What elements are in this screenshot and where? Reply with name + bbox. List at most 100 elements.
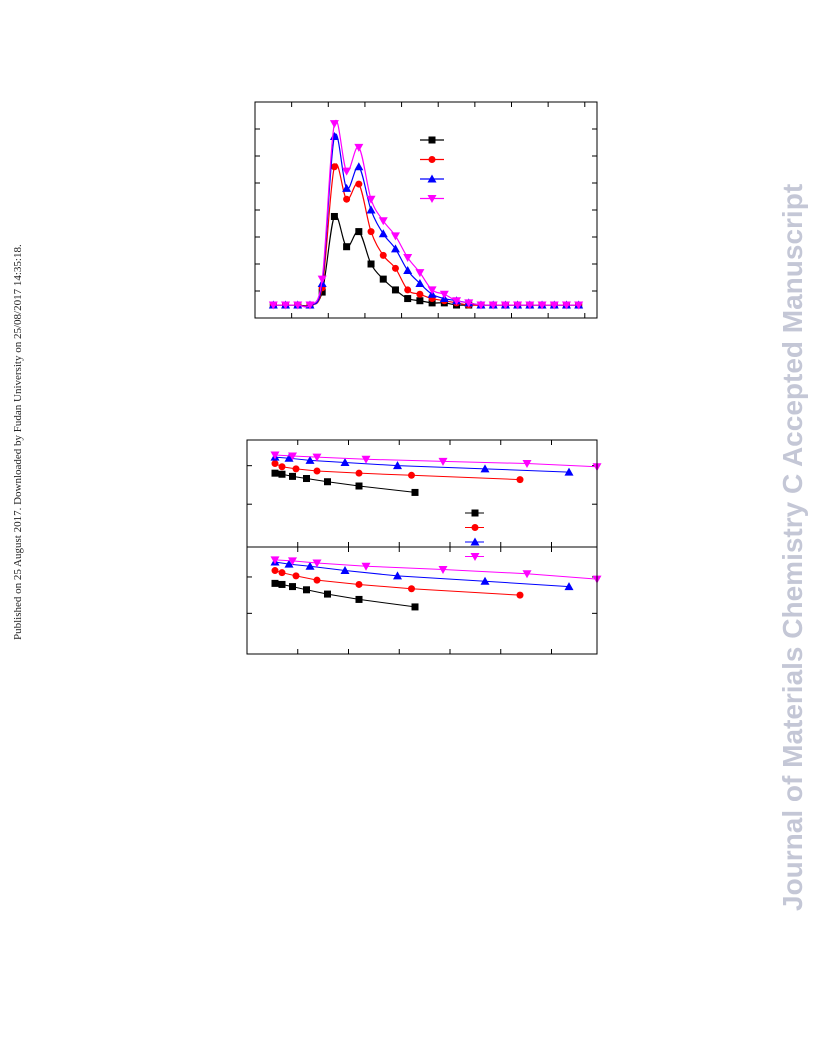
- chart3-series-3-point: [393, 571, 402, 580]
- chart3-series-4-point: [522, 570, 532, 579]
- chart-log-upper: [246, 439, 602, 561]
- chart1-series-4-point: [488, 301, 498, 310]
- chart1-series-1-point: [330, 212, 338, 220]
- chart3-series-4-point: [270, 556, 280, 565]
- chart2-series-2-point: [313, 467, 321, 475]
- chart2-series-2-point: [408, 471, 415, 479]
- log-panels-legend: [465, 509, 484, 561]
- chart2-series-1-point: [411, 488, 419, 496]
- chart2-series-3-point: [564, 467, 574, 476]
- chart1-series-1-point: [379, 275, 387, 283]
- chart1-series-1-point: [391, 286, 399, 294]
- chart3-series-1-point: [303, 586, 310, 594]
- chart1-series-4-point: [549, 301, 559, 310]
- log-legend-marker-2: [471, 524, 479, 531]
- chart2-series-2-point: [292, 465, 300, 473]
- chart1-series-4-point: [268, 301, 278, 310]
- chart1-series-3-point: [378, 229, 388, 238]
- chart2-series-3-point: [305, 455, 315, 464]
- log-panels-frame: [246, 439, 598, 655]
- chart2-series-4-point: [270, 451, 280, 460]
- chart1-series-4-point: [574, 301, 584, 310]
- chart1-series-4-point: [378, 217, 388, 226]
- chart1-legend-marker-2: [428, 156, 436, 163]
- chart1-series-1-point: [416, 297, 424, 305]
- chart2-series-2-point: [271, 460, 279, 468]
- chart2-series-4-point: [522, 460, 532, 469]
- chart1-series-2-point: [391, 264, 399, 272]
- chart1-series-3-point: [390, 244, 400, 253]
- chart2-series-4-point: [288, 452, 297, 461]
- chart3-series-2-point: [408, 585, 415, 593]
- chart1-series-4-point: [439, 290, 449, 299]
- chart1-series-3-point: [403, 265, 413, 274]
- chart1-series-2-point: [355, 180, 363, 188]
- chart1-frame: [254, 101, 598, 319]
- chart1-legend-marker-3: [427, 174, 437, 183]
- chart1-series-2-point: [330, 163, 338, 171]
- chart1-series-3-point: [342, 183, 352, 192]
- chart1-series-4-line: [273, 119, 579, 308]
- chart3-series-1-point: [289, 583, 296, 591]
- chart2-series-1-point: [303, 475, 310, 483]
- chart-log-lower: [246, 546, 602, 655]
- chart1-series-1-point: [404, 295, 412, 303]
- chart1-series-4-point: [476, 301, 486, 310]
- chart3-series-2-point: [516, 591, 524, 599]
- chart3-series-3-point: [305, 561, 315, 570]
- chart2-series-4-point: [361, 455, 371, 464]
- chart1-series-4-point: [390, 232, 400, 241]
- chart3-series-4-point: [288, 557, 297, 566]
- chart1-series-4-point: [366, 195, 376, 204]
- chart1-series-4-point: [415, 269, 425, 278]
- log-legend-marker-3: [470, 537, 480, 546]
- chart1-legend: [420, 136, 444, 203]
- chart1-series-3-point: [366, 205, 376, 214]
- chart3-series-1-point: [271, 579, 279, 587]
- chart1-series-4-point: [329, 120, 339, 129]
- chart3-series-4-line: [274, 559, 598, 580]
- chart2-series-1-point: [271, 469, 279, 477]
- log-legend-marker-1: [471, 509, 479, 517]
- chart2-series-1-point: [289, 472, 296, 480]
- chart1-series-4-point: [464, 299, 474, 308]
- chart3-series-1-point: [324, 590, 331, 598]
- chart1-series-2-point: [416, 290, 424, 298]
- chart1-series-4-point: [500, 301, 510, 310]
- chart3-series-1-point: [411, 603, 419, 611]
- chart3-series-2-point: [271, 567, 279, 575]
- log-legend-marker-4: [470, 553, 480, 561]
- chart1-series-1-point: [355, 228, 363, 236]
- chart1-legend-marker-4: [427, 195, 437, 203]
- chart3-series-4-point: [361, 562, 371, 571]
- chart1-series-4-point: [281, 301, 291, 310]
- chart3-frame: [246, 546, 598, 655]
- chart3-series-3-point: [564, 582, 574, 591]
- chart2-series-2-point: [278, 463, 286, 471]
- chart1-series-1-point: [367, 260, 375, 268]
- chart1-series-4-point: [317, 275, 327, 284]
- chart1-series-4-point: [403, 254, 413, 263]
- chart1-series-4-point: [354, 143, 364, 152]
- chart2-series-3-point: [340, 457, 350, 466]
- chart2-series-2-point: [516, 476, 524, 484]
- chart2-series-3-point: [480, 464, 490, 473]
- chart1-legend-marker-1: [428, 136, 436, 144]
- chart3-series-1-point: [355, 595, 363, 603]
- chart2-series-4-point: [438, 457, 448, 466]
- chart3-series-4-point: [438, 565, 448, 574]
- chart3-series-3-point: [284, 559, 294, 568]
- chart1-series-4-point: [513, 301, 523, 310]
- chart1-series-4-point: [537, 301, 547, 310]
- chart3-series-3-point: [340, 566, 350, 575]
- chart2-series-3-point: [284, 453, 294, 462]
- chart3-series-4-point: [312, 559, 322, 568]
- chart1-series-3-point: [354, 162, 364, 171]
- chart1-series-2-point: [367, 228, 375, 236]
- chart2-series-1-point: [324, 478, 331, 486]
- chart2-series-4-point: [312, 453, 322, 462]
- chart-peaks: [254, 101, 598, 319]
- chart2-series-2-point: [355, 469, 363, 477]
- chart1-series-4-point: [561, 301, 571, 310]
- chart1-series-3-point: [415, 278, 425, 287]
